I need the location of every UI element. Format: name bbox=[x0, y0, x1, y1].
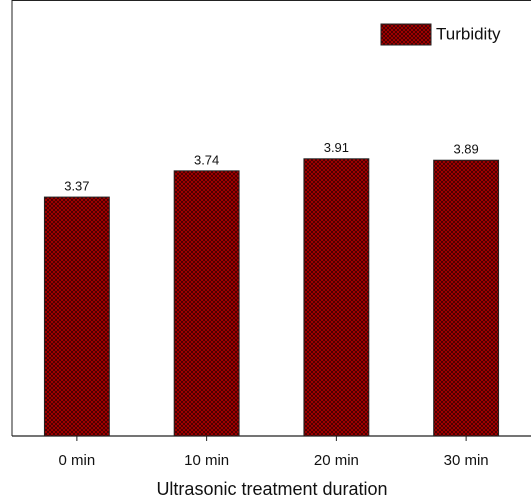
x-tick-label: 0 min bbox=[59, 452, 96, 469]
bar bbox=[303, 158, 370, 437]
data-label: 3.91 bbox=[324, 140, 349, 155]
x-axis-title: Ultrasonic treatment duration bbox=[156, 479, 387, 499]
legend-label: Turbidity bbox=[436, 24, 501, 43]
data-label: 3.74 bbox=[194, 152, 219, 167]
data-label: 3.89 bbox=[453, 142, 478, 157]
data-label: 3.37 bbox=[64, 179, 89, 194]
x-tick-label: 20 min bbox=[314, 452, 359, 469]
x-tick-label: 10 min bbox=[184, 452, 229, 469]
legend-swatch bbox=[380, 23, 432, 46]
bar bbox=[433, 159, 500, 437]
x-tick-label: 30 min bbox=[444, 452, 489, 469]
bar bbox=[173, 170, 240, 437]
bar bbox=[43, 196, 110, 437]
